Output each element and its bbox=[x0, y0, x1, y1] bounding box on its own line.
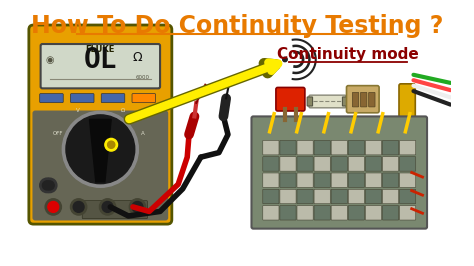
FancyBboxPatch shape bbox=[82, 201, 147, 219]
FancyBboxPatch shape bbox=[263, 140, 279, 155]
FancyBboxPatch shape bbox=[400, 206, 416, 220]
Text: V: V bbox=[76, 107, 80, 113]
Text: How To Do Continuity Testing ?: How To Do Continuity Testing ? bbox=[31, 14, 443, 38]
FancyBboxPatch shape bbox=[297, 206, 313, 220]
Circle shape bbox=[129, 199, 146, 215]
FancyBboxPatch shape bbox=[365, 173, 382, 188]
FancyBboxPatch shape bbox=[331, 140, 347, 155]
FancyBboxPatch shape bbox=[365, 189, 382, 204]
FancyBboxPatch shape bbox=[348, 173, 365, 188]
Circle shape bbox=[45, 199, 62, 215]
FancyBboxPatch shape bbox=[314, 140, 330, 155]
Polygon shape bbox=[90, 119, 111, 182]
FancyBboxPatch shape bbox=[280, 157, 296, 171]
FancyBboxPatch shape bbox=[348, 206, 365, 220]
Text: ◉: ◉ bbox=[46, 55, 54, 65]
FancyBboxPatch shape bbox=[276, 88, 305, 111]
FancyBboxPatch shape bbox=[331, 189, 347, 204]
FancyBboxPatch shape bbox=[383, 140, 399, 155]
FancyBboxPatch shape bbox=[314, 157, 330, 171]
FancyBboxPatch shape bbox=[280, 173, 296, 188]
FancyBboxPatch shape bbox=[383, 189, 399, 204]
FancyBboxPatch shape bbox=[361, 92, 367, 107]
FancyBboxPatch shape bbox=[101, 94, 125, 103]
FancyBboxPatch shape bbox=[346, 86, 379, 113]
Circle shape bbox=[66, 115, 135, 184]
FancyBboxPatch shape bbox=[29, 25, 172, 224]
Circle shape bbox=[105, 138, 118, 151]
Circle shape bbox=[102, 201, 113, 212]
FancyBboxPatch shape bbox=[314, 189, 330, 204]
FancyBboxPatch shape bbox=[314, 173, 330, 188]
Circle shape bbox=[71, 199, 87, 215]
Circle shape bbox=[132, 201, 143, 212]
FancyBboxPatch shape bbox=[352, 92, 359, 107]
Circle shape bbox=[45, 181, 54, 190]
FancyBboxPatch shape bbox=[252, 117, 427, 229]
FancyBboxPatch shape bbox=[41, 44, 160, 88]
FancyBboxPatch shape bbox=[400, 140, 416, 155]
FancyBboxPatch shape bbox=[309, 95, 346, 108]
FancyBboxPatch shape bbox=[280, 206, 296, 220]
Text: OFF: OFF bbox=[53, 131, 63, 136]
FancyBboxPatch shape bbox=[280, 140, 296, 155]
FancyBboxPatch shape bbox=[297, 157, 313, 171]
FancyBboxPatch shape bbox=[263, 157, 279, 171]
FancyBboxPatch shape bbox=[365, 206, 382, 220]
FancyBboxPatch shape bbox=[348, 157, 365, 171]
Text: OL: OL bbox=[83, 46, 117, 74]
Circle shape bbox=[40, 178, 54, 193]
FancyBboxPatch shape bbox=[365, 140, 382, 155]
Text: FLUKE: FLUKE bbox=[86, 45, 115, 54]
FancyBboxPatch shape bbox=[331, 157, 347, 171]
FancyBboxPatch shape bbox=[383, 173, 399, 188]
FancyBboxPatch shape bbox=[263, 173, 279, 188]
FancyBboxPatch shape bbox=[71, 94, 94, 103]
FancyBboxPatch shape bbox=[400, 173, 416, 188]
FancyBboxPatch shape bbox=[40, 94, 63, 103]
FancyBboxPatch shape bbox=[400, 157, 416, 171]
FancyBboxPatch shape bbox=[32, 29, 168, 85]
FancyBboxPatch shape bbox=[297, 140, 313, 155]
FancyBboxPatch shape bbox=[297, 189, 313, 204]
FancyBboxPatch shape bbox=[297, 173, 313, 188]
Circle shape bbox=[100, 199, 116, 215]
Text: A: A bbox=[141, 131, 145, 136]
FancyBboxPatch shape bbox=[400, 189, 416, 204]
FancyBboxPatch shape bbox=[348, 140, 365, 155]
Circle shape bbox=[48, 201, 59, 212]
FancyBboxPatch shape bbox=[132, 94, 155, 103]
Circle shape bbox=[42, 178, 57, 193]
Circle shape bbox=[42, 181, 52, 190]
FancyBboxPatch shape bbox=[32, 111, 168, 221]
FancyBboxPatch shape bbox=[342, 97, 348, 106]
FancyBboxPatch shape bbox=[348, 189, 365, 204]
Circle shape bbox=[73, 201, 84, 212]
FancyBboxPatch shape bbox=[369, 92, 375, 107]
FancyBboxPatch shape bbox=[307, 97, 312, 106]
FancyBboxPatch shape bbox=[399, 84, 415, 122]
FancyBboxPatch shape bbox=[314, 206, 330, 220]
Text: 6000: 6000 bbox=[135, 75, 149, 80]
Text: Ω: Ω bbox=[121, 107, 125, 113]
Text: Continuity mode: Continuity mode bbox=[277, 47, 419, 62]
FancyBboxPatch shape bbox=[263, 206, 279, 220]
FancyBboxPatch shape bbox=[331, 206, 347, 220]
FancyBboxPatch shape bbox=[280, 189, 296, 204]
FancyBboxPatch shape bbox=[263, 189, 279, 204]
FancyBboxPatch shape bbox=[331, 173, 347, 188]
FancyBboxPatch shape bbox=[365, 157, 382, 171]
FancyBboxPatch shape bbox=[383, 206, 399, 220]
Circle shape bbox=[63, 111, 138, 187]
Text: Ω: Ω bbox=[133, 51, 142, 64]
Circle shape bbox=[108, 141, 115, 148]
FancyBboxPatch shape bbox=[383, 157, 399, 171]
Circle shape bbox=[283, 57, 287, 62]
